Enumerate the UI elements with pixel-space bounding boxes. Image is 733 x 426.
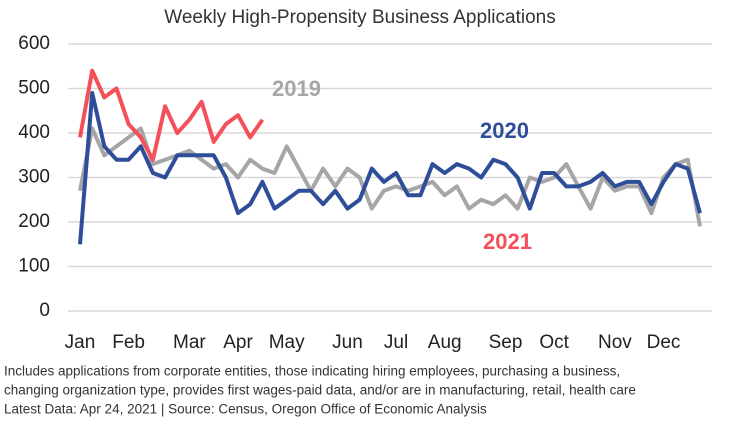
x-tick-label: Dec xyxy=(647,332,681,353)
series-line xyxy=(78,68,265,162)
series-line xyxy=(78,126,702,227)
x-tick-label: Mar xyxy=(173,332,206,353)
y-tick-label: 400 xyxy=(18,122,50,143)
x-tick-label: Feb xyxy=(112,332,145,353)
x-tick-label: Sep xyxy=(489,332,523,353)
footnote: changing organization type, provides fir… xyxy=(4,383,636,398)
y-tick-label: 600 xyxy=(18,33,50,54)
x-tick-label: May xyxy=(269,332,305,353)
y-tick-label: 200 xyxy=(18,211,50,232)
x-tick-label: Nov xyxy=(598,332,632,353)
x-tick-label: Jan xyxy=(65,332,96,353)
y-tick-label: 100 xyxy=(18,256,50,277)
x-tick-label: Oct xyxy=(539,332,569,353)
footnote: Includes applications from corporate ent… xyxy=(4,364,620,379)
series-label: 2019 xyxy=(272,76,321,101)
x-tick-label: Jul xyxy=(384,332,408,353)
x-tick-label: Aug xyxy=(428,332,462,353)
y-tick-label: 0 xyxy=(39,300,50,321)
y-tick-label: 300 xyxy=(18,167,50,188)
y-tick-label: 500 xyxy=(18,78,50,99)
series-line xyxy=(78,91,702,245)
series-label: 2021 xyxy=(483,229,532,254)
series-label: 2020 xyxy=(480,118,529,143)
x-tick-label: Apr xyxy=(223,332,253,353)
x-tick-label: Jun xyxy=(332,332,363,353)
footnote: Latest Data: Apr 24, 2021 | Source: Cens… xyxy=(4,402,487,417)
chart-title: Weekly High-Propensity Business Applicat… xyxy=(164,7,555,28)
